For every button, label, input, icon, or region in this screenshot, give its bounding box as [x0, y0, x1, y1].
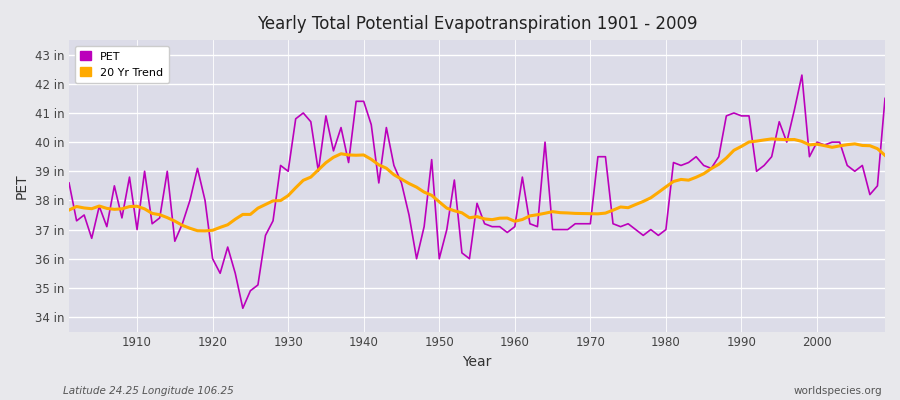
20 Yr Trend [200, 228, 211, 233]
Legend: PET, 20 Yr Trend: PET, 20 Yr Trend [75, 46, 169, 83]
PET [608, 221, 618, 226]
PET [238, 306, 248, 311]
20 Yr Trend [124, 204, 135, 209]
Title: Yearly Total Potential Evapotranspiration 1901 - 2009: Yearly Total Potential Evapotranspiratio… [256, 15, 698, 33]
PET [796, 73, 807, 78]
20 Yr Trend [517, 217, 527, 222]
PET [124, 175, 135, 180]
Y-axis label: PET: PET [15, 173, 29, 199]
PET [64, 180, 75, 185]
PET [343, 160, 354, 165]
PET [879, 96, 890, 101]
20 Yr Trend [64, 208, 75, 212]
20 Yr Trend [608, 208, 618, 212]
Text: Latitude 24.25 Longitude 106.25: Latitude 24.25 Longitude 106.25 [63, 386, 234, 396]
20 Yr Trend [298, 178, 309, 183]
PET [517, 175, 527, 180]
Text: worldspecies.org: worldspecies.org [794, 386, 882, 396]
PET [298, 110, 309, 115]
PET [509, 224, 520, 229]
20 Yr Trend [343, 152, 354, 157]
X-axis label: Year: Year [463, 355, 491, 369]
20 Yr Trend [509, 219, 520, 224]
Line: 20 Yr Trend: 20 Yr Trend [69, 139, 885, 231]
20 Yr Trend [879, 153, 890, 158]
Line: PET: PET [69, 75, 885, 308]
20 Yr Trend [766, 136, 777, 141]
